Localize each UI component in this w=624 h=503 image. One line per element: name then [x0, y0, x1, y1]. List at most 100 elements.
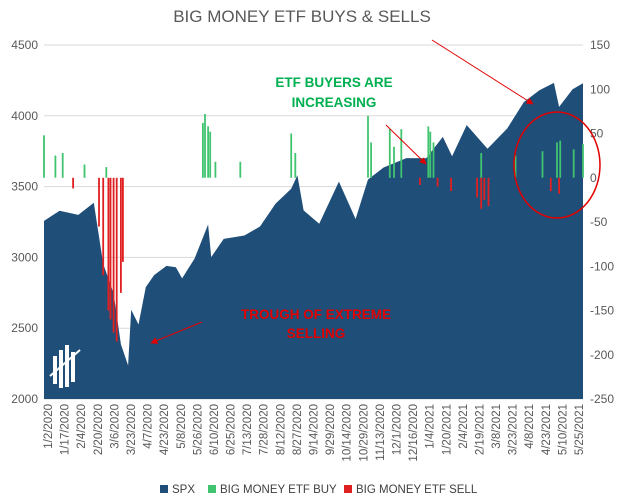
annotation-trough-line1: TROUGH OF EXTREME [241, 307, 391, 322]
buy-bar [388, 129, 391, 178]
x-tick-label: 8/27/2020 [292, 404, 304, 455]
x-tick-label: 5/26/2020 [192, 404, 204, 455]
logo-bar [71, 352, 75, 382]
highlight-circle [513, 111, 601, 219]
y-left-tick-label: 3000 [11, 250, 38, 264]
buy-bar [400, 129, 403, 178]
x-tick-label: 12/1/2020 [392, 404, 404, 455]
legend-swatch [160, 485, 168, 493]
x-tick-label: 11/13/2020 [375, 404, 387, 461]
buy-bar [290, 133, 293, 178]
y-left-tick-label: 4000 [11, 109, 38, 123]
legend-label: SPX [172, 484, 195, 496]
buy-bar [559, 140, 562, 178]
x-tick-label: 3/8/2021 [491, 404, 503, 449]
buy-bar [432, 142, 435, 178]
x-tick-label: 1/4/2021 [425, 404, 437, 449]
etf-bars [43, 114, 584, 342]
x-tick-label: 3/6/2020 [109, 404, 121, 449]
x-tick-label: 4/7/2020 [143, 404, 155, 449]
logo-line [49, 349, 81, 377]
y-right-tick-label: -100 [590, 259, 614, 273]
spx-series [44, 82, 583, 400]
sell-bar [112, 177, 115, 333]
x-tick-label: 2/19/2021 [474, 404, 486, 455]
x-tick-label: 4/23/2021 [541, 404, 553, 455]
buy-bar [541, 151, 544, 178]
arrow-trough [150, 321, 203, 344]
legend-label: BIG MONEY ETF SELL [356, 484, 478, 496]
sell-bar [483, 177, 486, 200]
x-tick-label: 6/25/2020 [226, 404, 238, 455]
buy-bar [294, 153, 297, 178]
buy-bar [61, 153, 64, 178]
logo-bar [53, 356, 57, 384]
buy-bar [239, 161, 242, 178]
x-tick-label: 12/16/2020 [408, 404, 420, 462]
sell-bar [450, 177, 452, 192]
x-tick-label: 5/25/2021 [574, 404, 586, 455]
buy-bar [209, 131, 212, 178]
sell-bar [115, 177, 118, 342]
x-tick-label: 2/4/2020 [76, 404, 88, 449]
x-tick-label: 1/17/2020 [60, 404, 72, 455]
annotations: ETF BUYERS ARE INCREASING TROUGH OF EXTREM… [150, 39, 601, 344]
sell-bar [122, 177, 124, 262]
buy-bar [214, 161, 217, 178]
x-tick-label: 8/12/2020 [275, 404, 287, 455]
buy-bar [556, 142, 558, 178]
arrow-upper-right [431, 39, 534, 105]
y-right-tick-label: -150 [590, 304, 614, 318]
buy-bar [582, 144, 584, 178]
buy-bar [43, 135, 45, 178]
logo [49, 345, 81, 388]
buy-bar [207, 126, 209, 178]
buy-bar [429, 131, 432, 178]
x-tick-label: 1/20/2021 [441, 404, 453, 455]
chart-title: BIG MONEY ETF BUYS & SELLS [173, 7, 431, 26]
logo-bar [65, 345, 69, 387]
buy-bar [54, 155, 57, 178]
buy-bar [204, 114, 206, 178]
x-tick-label: 7/13/2020 [242, 404, 254, 455]
sell-bar [476, 177, 478, 198]
sell-bar [102, 177, 105, 276]
sell-bar [480, 177, 483, 209]
sell-bar [98, 177, 100, 227]
buy-bar [367, 115, 369, 178]
logo-bar [59, 350, 63, 388]
x-tick-label: 2/20/2020 [93, 404, 105, 455]
y-left-tick-label: 2000 [11, 392, 38, 406]
sell-bar [107, 177, 110, 311]
buy-bar [480, 153, 483, 178]
sell-bar [109, 177, 112, 320]
y-right-tick-label: 0 [590, 171, 597, 185]
x-tick-label: 9/29/2020 [325, 404, 337, 455]
y-left-tick-label: 2500 [11, 321, 38, 335]
x-tick-label: 3/23/2021 [508, 404, 520, 455]
x-tick-label: 6/10/2020 [209, 404, 221, 455]
sell-bar [419, 177, 421, 185]
sell-bar [120, 177, 122, 293]
buy-bar [202, 122, 204, 178]
annotation-trough-line2: SELLING [287, 326, 346, 341]
x-tick-label: 5/10/2021 [557, 404, 569, 455]
buy-bar [393, 146, 395, 178]
x-tick-label: 3/23/2020 [126, 404, 138, 455]
x-tick-label: 4/23/2020 [159, 404, 171, 455]
x-tick-label: 1/2/2020 [43, 404, 55, 449]
axes: 2000 2500 3000 3500 4000 4500 -250 -200 -150 -100… [11, 38, 614, 462]
annotation-buyers-line1: ETF BUYERS ARE [275, 75, 392, 90]
spx-area [44, 82, 583, 400]
sell-bar [436, 177, 439, 187]
sell-bar [549, 177, 552, 192]
buy-bar [105, 167, 108, 178]
y-right-tick-label: 150 [590, 38, 610, 52]
sell-bar [487, 177, 490, 207]
annotation-buyers-line2: INCREASING [292, 95, 377, 110]
arrow-buyers [385, 124, 427, 165]
y-right-tick-label: 100 [590, 82, 610, 96]
y-right-tick-label: -250 [590, 392, 614, 406]
buy-bar [370, 142, 372, 178]
